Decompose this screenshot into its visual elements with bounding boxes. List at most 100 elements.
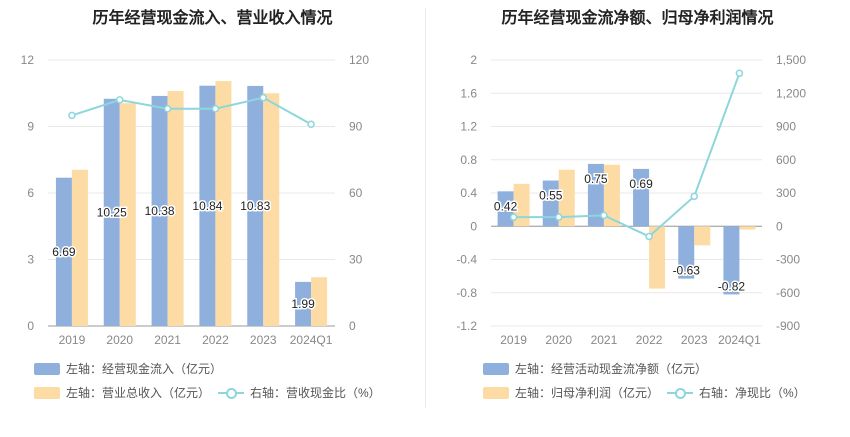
x-tick-label: 2022 (636, 333, 663, 347)
legend-item-profit[interactable]: 左轴：归母净利润（亿元） (483, 384, 659, 401)
data-label: 0.69 (629, 177, 653, 191)
bar-yellow (649, 226, 666, 289)
y-tick-label-left: 3 (27, 253, 34, 267)
legend-label: 左轴：营业总收入（亿元） (66, 386, 211, 400)
x-tick-label: 2021 (154, 333, 181, 347)
legend-item-ratio[interactable]: 右轴：营收现金比（%） (218, 384, 381, 401)
bar-yellow (311, 277, 328, 326)
bar-yellow (694, 226, 711, 246)
data-label: -0.82 (718, 279, 746, 293)
ratio-point (735, 69, 744, 78)
bar-blue (678, 226, 695, 279)
x-tick-label: 2020 (106, 333, 133, 347)
chart-svg-netcash-profit: -1.2 -0.8 -0.4 0 0.4 0.8 1.2 1.6 2 -900 -600 -300 0 3… (456, 53, 806, 347)
y-tick-label-left: 6 (27, 186, 34, 200)
y-tick-label-left: 0 (470, 219, 477, 233)
bar-blue (497, 191, 514, 227)
ratio-point (600, 211, 608, 220)
bar-blue (199, 85, 216, 326)
legend-label: 右轴：营收现金比（%） (250, 386, 381, 400)
x-tick-label: 2023 (681, 333, 708, 347)
y-tick-label-right: 90 (349, 120, 363, 134)
x-tick-label: 2019 (500, 333, 527, 347)
y-tick-label-right: -300 (776, 253, 800, 267)
y-tick-label-left: -0.8 (456, 286, 477, 300)
ratio-point (259, 93, 267, 102)
legend-swatch-blue (483, 363, 509, 375)
bar-blue (633, 168, 650, 227)
x-tick-label: 2019 (59, 333, 86, 347)
ratio-point (555, 213, 563, 221)
bar-yellow (71, 169, 88, 326)
legend-item-revenue[interactable]: 左轴：营业总收入（亿元） (34, 384, 210, 401)
y-tick-label-left: 0 (27, 319, 34, 333)
y-tick-label-left: -0.4 (456, 253, 477, 267)
bar-blue (247, 85, 264, 326)
legend-swatch-yellow (483, 387, 509, 399)
y-tick-label-right: 1,200 (776, 86, 806, 100)
chart-panel-netcash-profit: 历年经营现金流净额、归母净利润情况 -1.2 -0.8 -0.4 0 0.4 0.8 1.2… (425, 0, 850, 437)
ratio-point (163, 105, 172, 113)
y-tick-label-right: 600 (776, 153, 796, 167)
y-tick-label-left: 0.8 (460, 153, 477, 167)
y-tick-label-right: 1,500 (776, 53, 806, 67)
data-label: 10.83 (240, 199, 270, 213)
y-tick-label-left: -1.2 (456, 319, 477, 333)
bar-yellow (513, 183, 530, 227)
y-tick-label-right: 900 (776, 120, 796, 134)
y-tick-label-right: 120 (349, 53, 369, 67)
y-tick-label-right: 0 (349, 319, 356, 333)
legend-swatch-yellow (34, 387, 60, 399)
bar-blue (723, 226, 740, 295)
data-label: 10.25 (97, 205, 127, 219)
chart-panel-cashflow-revenue: 历年经营现金流入、营业收入情况 0 3 6 9 12 0 30 60 90 120 2019 2020… (21, 10, 381, 401)
bar-yellow (167, 91, 184, 327)
legend-item-netcash[interactable]: 左轴：经营活动现金流净额（亿元） (483, 360, 707, 377)
legend-label: 左轴：经营现金流入（亿元） (66, 362, 223, 376)
bar-yellow (603, 164, 620, 227)
legend-label: 右轴：净现比（%） (699, 386, 806, 400)
legend-label: 左轴：归母净利润（亿元） (515, 386, 660, 400)
data-label: 0.75 (584, 172, 608, 186)
x-tick-label: 2024Q1 (718, 333, 761, 347)
panel-divider (425, 8, 426, 408)
x-tick-label: 2021 (591, 333, 618, 347)
data-label: 6.69 (52, 245, 76, 259)
bar-blue (295, 281, 312, 326)
x-tick-label: 2020 (545, 333, 572, 347)
ratio-point (509, 213, 518, 221)
data-label: 10.38 (145, 204, 175, 218)
bar-blue (587, 163, 604, 227)
data-label: 0.42 (494, 199, 518, 213)
legend-item-inflow[interactable]: 左轴：经营现金流入（亿元） (34, 360, 222, 377)
y-tick-label-left: 9 (27, 120, 34, 134)
bar-yellow (119, 103, 136, 326)
ratio-point (645, 232, 653, 241)
y-tick-label-right: -600 (776, 286, 800, 300)
chart-title: 历年经营现金流净额、归母净利润情况 (501, 10, 774, 27)
data-label: 10.84 (192, 199, 222, 213)
legend-item-netratio[interactable]: 右轴：净现比（%） (667, 384, 806, 401)
legend-label: 左轴：经营活动现金流净额（亿元） (515, 362, 708, 376)
x-tick-label: 2023 (250, 333, 277, 347)
y-tick-label-left: 2 (470, 53, 477, 67)
ratio-point (116, 96, 124, 104)
bar-blue (55, 177, 72, 326)
y-tick-label-right: 300 (776, 186, 796, 200)
ratio-point (307, 120, 315, 129)
x-tick-label: 2022 (202, 333, 229, 347)
ratio-line (513, 72, 741, 238)
data-label: 0.55 (539, 189, 563, 203)
bar-blue (542, 180, 559, 227)
y-tick-label-left: 12 (21, 53, 35, 67)
ratio-point (211, 105, 220, 113)
y-tick-label-left: 1.6 (460, 86, 477, 100)
y-tick-label-right: 0 (776, 219, 783, 233)
ratio-point (690, 192, 698, 201)
data-label: -0.63 (673, 264, 701, 278)
bar-yellow (263, 93, 280, 326)
ratio-line (71, 96, 312, 126)
bar-blue (151, 95, 168, 326)
bar-blue (103, 98, 120, 327)
